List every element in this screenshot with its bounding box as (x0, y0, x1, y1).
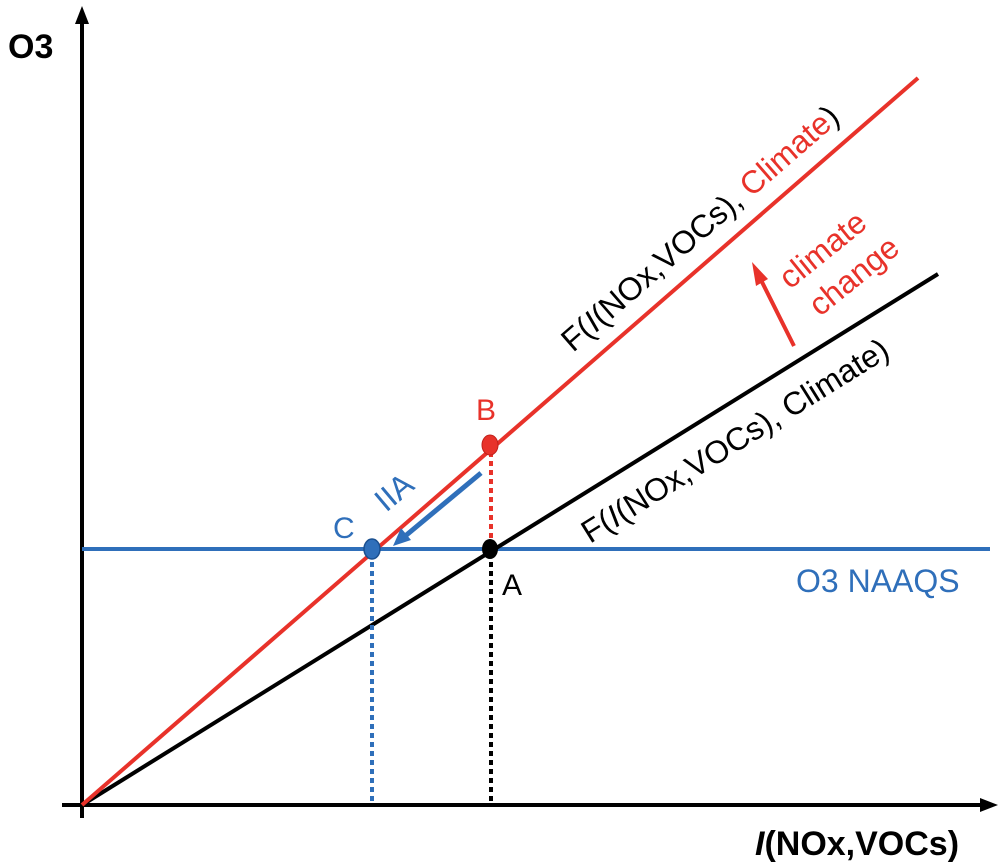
climate-change-arrow-shaft (758, 277, 796, 347)
x-axis-title: I(NOx,VOCs) (755, 825, 959, 863)
x-axis-title-italic: I (755, 825, 766, 863)
iia-label: IIA (367, 465, 421, 518)
y-axis-title: O3 (8, 28, 53, 66)
baseline-curve (80, 272, 940, 807)
x-axis-arrowhead (980, 798, 998, 812)
point-a-label: A (502, 569, 522, 602)
climate-change-arrowhead (752, 262, 768, 286)
naaqs-label: O3 NAAQS (796, 563, 960, 599)
point-c-marker (363, 538, 381, 560)
x-axis-title-rest: (NOx,VOCs) (764, 825, 959, 863)
climate-curve-label: F(I(NOx,VOCs), Climate) (554, 98, 846, 358)
baseline-curve-label: F(I(NOx,VOCs), Climate) (575, 331, 896, 550)
climate-curve (80, 76, 920, 807)
point-b-marker (481, 434, 499, 456)
y-axis-arrowhead (75, 6, 89, 24)
point-b-label: B (476, 394, 496, 427)
point-c-label: C (333, 512, 355, 545)
point-a-marker (482, 539, 498, 559)
iia-arrowhead (393, 528, 411, 546)
iia-arrow-shaft (402, 471, 483, 539)
